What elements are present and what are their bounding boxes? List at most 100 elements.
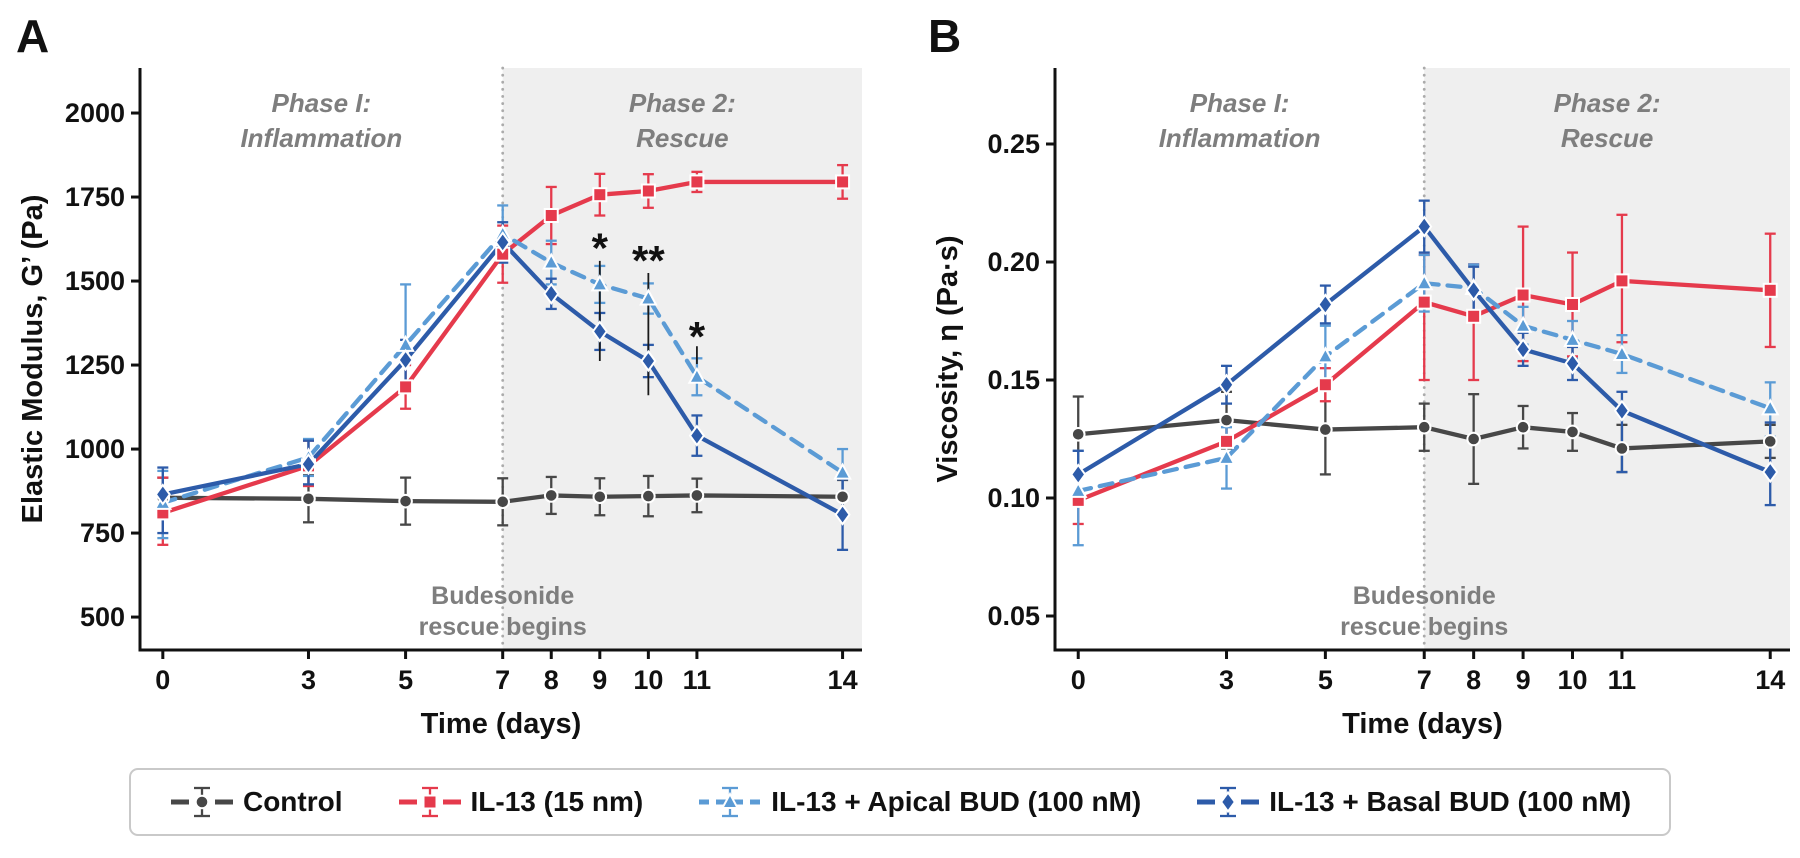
series-il13-markers	[1070, 273, 1778, 508]
apical-legend-marker-icon	[699, 786, 762, 818]
x-tick-label: 9	[592, 665, 607, 695]
basal-marker	[640, 349, 657, 373]
significance-star: *	[689, 313, 706, 360]
phase2-label-line2: Rescue	[636, 123, 729, 153]
apical-marker	[1068, 480, 1088, 498]
basal-marker	[834, 503, 851, 526]
panel-B: B Phase I: Inflammation Phase 2: Rescue Budes…	[928, 10, 1790, 740]
apical-marker	[687, 366, 707, 384]
il13-marker	[1466, 308, 1482, 324]
x-tick-label: 7	[495, 665, 510, 695]
series-control-markers	[1070, 412, 1778, 456]
panel-letter: B	[928, 10, 961, 62]
control-marker	[1466, 431, 1481, 447]
phase1-label-line2: Inflammation	[1159, 123, 1321, 153]
control-marker	[495, 494, 510, 510]
il13-marker	[543, 208, 559, 224]
basal-marker	[1762, 460, 1779, 484]
y-tick-label: 0.25	[987, 129, 1040, 159]
x-tick-label: 10	[1557, 665, 1587, 695]
budesonide-annotation-line1: Budesonide	[1353, 582, 1496, 610]
x-tick-label: 3	[1219, 665, 1234, 695]
il13-marker	[1614, 273, 1630, 289]
significance-star: **	[632, 237, 665, 284]
x-tick-label: 14	[828, 665, 858, 695]
x-tick-label: 9	[1516, 665, 1531, 695]
legend-item-apical: IL-13 + Apical BUD (100 nM)	[697, 782, 1141, 822]
dual-panel-chart: A Phase I: Inflammation Phase 2: Rescue Budes…	[16, 10, 1790, 740]
il13-legend-marker-icon	[398, 786, 461, 818]
x-tick-label: 0	[155, 665, 170, 695]
x-tick-label: 5	[1318, 665, 1333, 695]
x-axis-title: Time (days)	[421, 708, 582, 740]
y-tick-label: 1000	[65, 434, 125, 464]
y-tick-label: 750	[80, 518, 125, 548]
legend-label-il13: IL-13 (15 nm)	[470, 786, 644, 817]
il13-marker	[398, 379, 414, 395]
apical-legend-marker	[720, 791, 740, 809]
control-legend-marker-icon	[170, 786, 233, 818]
basal-legend-marker-icon	[1197, 786, 1260, 818]
control-marker	[301, 491, 316, 507]
phase2-label-line1: Phase 2:	[1554, 88, 1661, 118]
x-tick-label: 3	[301, 665, 316, 695]
x-tick-label: 0	[1071, 665, 1086, 695]
il13-legend-marker	[422, 794, 437, 810]
basal-marker	[1465, 279, 1482, 302]
legend-label-basal: IL-13 + Basal BUD (100 nM)	[1269, 786, 1632, 817]
y-tick-label: 1250	[65, 350, 125, 380]
significance-star: *	[592, 224, 609, 271]
apical-marker	[1414, 273, 1434, 291]
series-basal-markers	[1070, 215, 1779, 486]
panel-letter: A	[16, 10, 49, 62]
basal-marker	[543, 282, 560, 306]
y-axis-title: Elastic Modulus, G’ (Pa)	[17, 195, 49, 524]
y-tick-label: 0.10	[987, 483, 1040, 513]
basal-legend-marker	[1220, 790, 1237, 814]
legend-label-control: Control	[242, 786, 343, 817]
apical-marker	[1760, 398, 1780, 416]
il13-marker	[1416, 294, 1432, 310]
phase1-label-line2: Inflammation	[240, 123, 402, 153]
series-basal-markers	[154, 231, 851, 526]
phase1-label-line1: Phase I:	[1190, 88, 1290, 118]
legend-item-il13: IL-13 (15 nm)	[397, 782, 644, 822]
legend-label-apical: IL-13 + Apical BUD (100 nM)	[771, 786, 1142, 817]
control-marker	[543, 488, 559, 503]
apical-marker	[639, 288, 658, 306]
il13-marker	[1317, 377, 1333, 393]
apical-marker	[1612, 343, 1632, 362]
y-tick-label: 0.15	[987, 365, 1040, 395]
budesonide-annotation-line2: rescue begins	[419, 613, 587, 641]
budesonide-annotation-line2: rescue begins	[1340, 613, 1508, 641]
control-marker	[398, 493, 413, 509]
control-marker	[1318, 422, 1333, 437]
basal-marker	[1613, 399, 1631, 422]
y-tick-label: 500	[80, 602, 125, 632]
control-marker	[1070, 426, 1086, 442]
control-legend-marker	[194, 794, 210, 810]
basal-marker	[154, 483, 171, 506]
il13-marker	[1219, 433, 1235, 449]
y-tick-label: 0.05	[987, 601, 1040, 631]
basal-marker	[1218, 373, 1235, 396]
y-tick-label: 2000	[65, 98, 125, 128]
x-tick-label: 11	[683, 665, 712, 695]
x-tick-label: 10	[633, 665, 663, 695]
basal-marker	[300, 452, 317, 476]
apical-marker	[541, 252, 561, 270]
x-tick-label: 7	[1417, 665, 1432, 695]
control-marker	[1762, 434, 1778, 449]
phase2-region	[502, 68, 862, 650]
il13-marker	[640, 183, 656, 199]
apical-marker	[833, 462, 852, 480]
control-marker	[1614, 441, 1630, 456]
x-tick-label: 14	[1755, 665, 1785, 695]
basal-marker	[591, 320, 608, 343]
apical-marker	[1563, 329, 1582, 347]
il13-marker	[835, 174, 851, 190]
apical-marker	[1217, 447, 1236, 465]
basal-marker	[688, 424, 706, 447]
control-marker	[592, 489, 608, 505]
y-tick-label: 1500	[65, 266, 125, 296]
